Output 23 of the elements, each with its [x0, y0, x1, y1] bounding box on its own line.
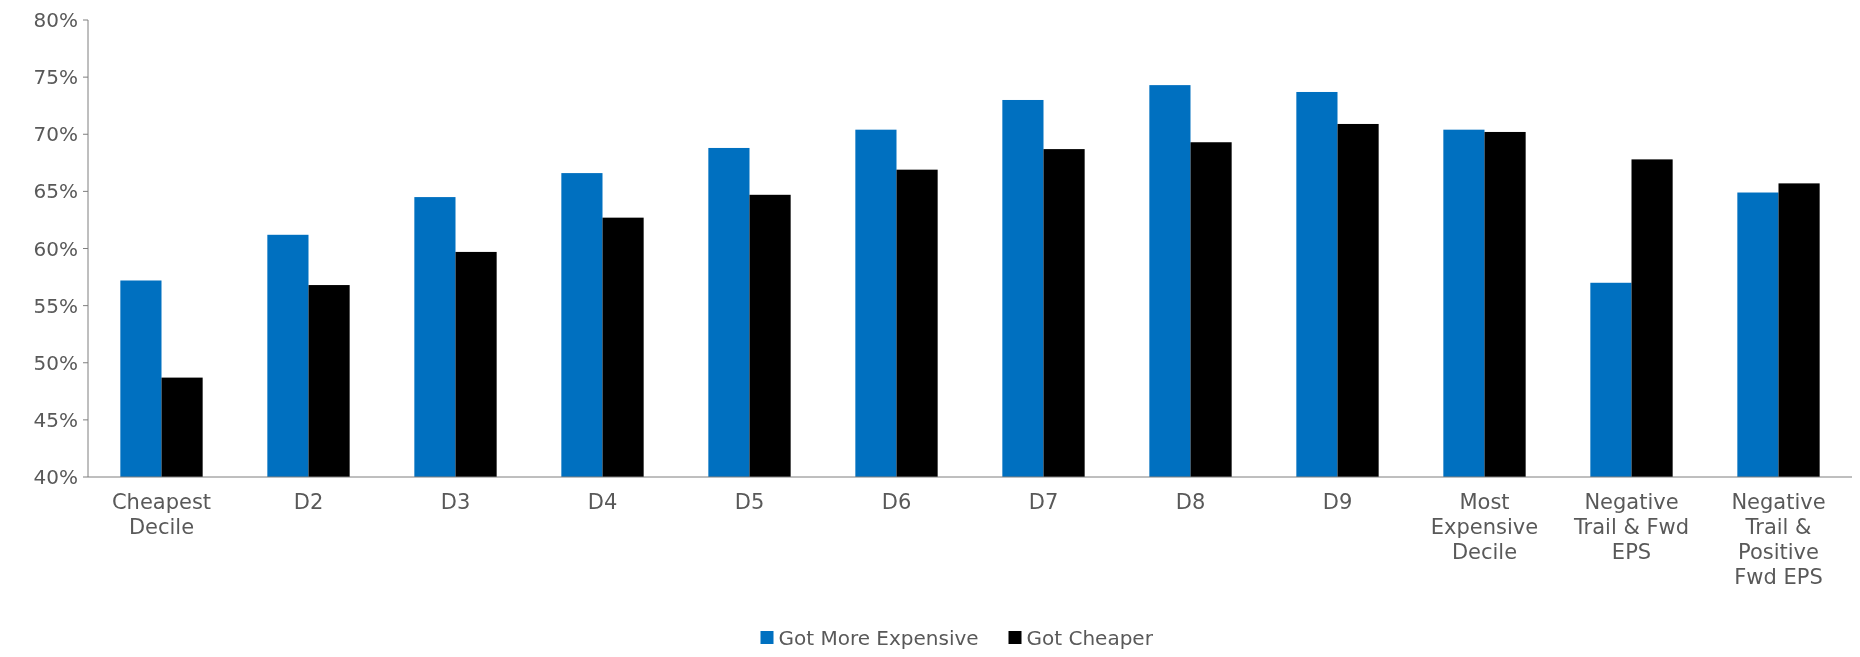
y-tick-label: 65% — [33, 179, 78, 204]
y-tick-label: 45% — [33, 407, 78, 432]
x-tick-label: D5 — [734, 490, 765, 514]
x-tick-label: D2 — [293, 490, 324, 514]
y-tick-label: 50% — [33, 350, 78, 375]
x-tick-label: D6 — [881, 490, 912, 514]
y-tick-label: 75% — [33, 65, 78, 90]
x-tick-label: D7 — [1028, 490, 1059, 514]
x-tick-label: D4 — [587, 490, 618, 514]
x-tick-label: Cheapest Decile — [111, 490, 212, 539]
y-tick-label: 40% — [33, 465, 78, 489]
y-tick-label: 55% — [33, 293, 78, 318]
legend-label: Got More Expensive — [778, 626, 979, 650]
x-tick-label: Negative Trail & Positive Fwd EPS — [1731, 490, 1826, 589]
legend-label: Got Cheaper — [1026, 626, 1154, 650]
y-tick-label: 60% — [33, 236, 78, 261]
x-tick-label: Most Expensive Decile — [1430, 490, 1539, 564]
x-tick-label: D3 — [440, 490, 471, 514]
x-tick-label: Negative Trail & Fwd EPS — [1572, 490, 1690, 564]
y-tick-label: 80% — [33, 8, 78, 32]
x-tick-label: D9 — [1322, 490, 1353, 514]
y-tick-label: 70% — [33, 122, 78, 147]
x-tick-label: D8 — [1175, 490, 1206, 514]
